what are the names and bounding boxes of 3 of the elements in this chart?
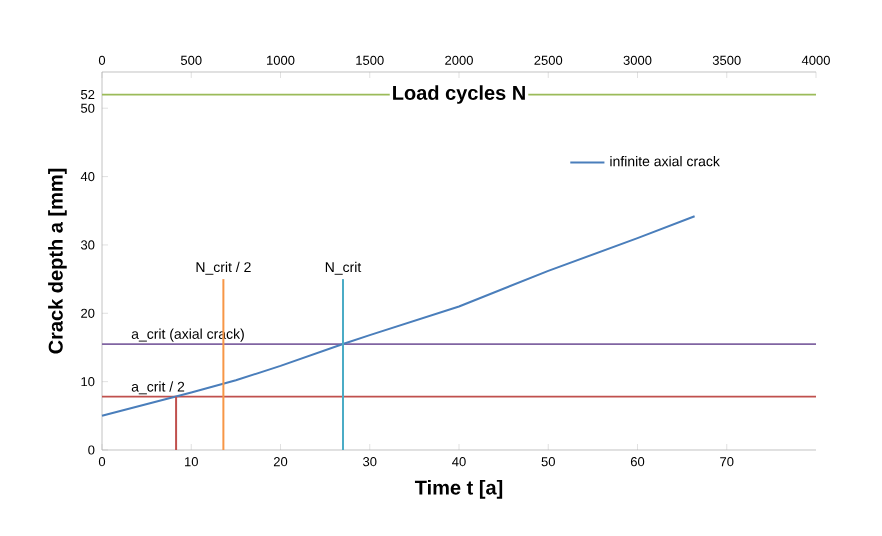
x-axis-title: Time t [a] <box>414 480 503 499</box>
y-axis-title: Crack depth a [mm] <box>48 168 67 354</box>
x2-axis-title: Load cycles N <box>393 85 525 104</box>
